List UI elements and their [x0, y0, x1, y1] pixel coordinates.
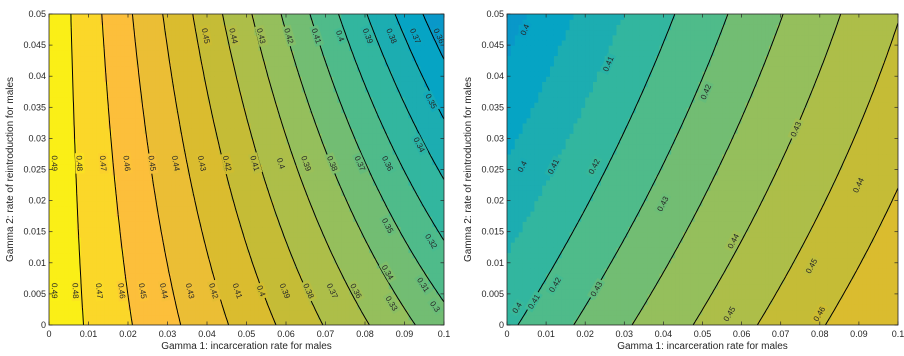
x-tick-label: 0.09	[850, 329, 868, 339]
x-tick-label: 0.02	[119, 329, 137, 339]
y-tick-label: 0.05	[486, 9, 504, 19]
x-tick-label: 0.04	[655, 329, 673, 339]
x-tick-label: 0.05	[238, 329, 256, 339]
y-axis-label: Gamma 2: rate of reintroduction for male…	[463, 77, 474, 262]
x-tick-label: 0.03	[616, 329, 634, 339]
x-tick-label: 0.05	[694, 329, 712, 339]
y-tick-label: 0.03	[28, 133, 46, 143]
y-tick-label: 0.025	[481, 165, 504, 175]
y-tick-label: 0.04	[28, 71, 46, 81]
x-tick-label: 0.01	[80, 329, 98, 339]
contour-label: 0.46	[121, 155, 132, 172]
contour-label: 0.47	[94, 283, 104, 300]
y-tick-label: 0.01	[486, 258, 504, 268]
y-tick-label: 0.015	[23, 227, 46, 237]
y-tick-label: 0.045	[23, 40, 46, 50]
y-tick-label: 0.02	[486, 196, 504, 206]
x-axis-label: Gamma 1: incarceration rate for males	[617, 341, 788, 351]
x-tick-label: 0	[504, 329, 509, 339]
y-tick-label: 0	[41, 320, 46, 330]
x-tick-label: 0.07	[317, 329, 335, 339]
x-tick-label: 0.1	[438, 329, 451, 339]
y-tick-label: 0.05	[28, 9, 46, 19]
y-tick-label: 0.01	[28, 258, 46, 268]
y-tick-label: 0.015	[481, 227, 504, 237]
x-axis-label: Gamma 1: incarceration rate for males	[161, 341, 332, 351]
contour-label: 0.49	[50, 283, 59, 299]
x-tick-label: 0.07	[772, 329, 790, 339]
y-tick-label: 0.035	[23, 102, 46, 112]
x-tick-label: 0.1	[892, 329, 904, 339]
y-tick-label: 0.005	[23, 289, 46, 299]
y-tick-label: 0.04	[486, 71, 504, 81]
y-tick-label: 0.005	[481, 289, 504, 299]
y-axis-label: Gamma 2: rate of reintroduction for male…	[5, 77, 16, 262]
contour-label: 0.47	[98, 155, 108, 172]
x-tick-label: 0.06	[733, 329, 751, 339]
x-tick-label: 0.08	[356, 329, 374, 339]
x-tick-label: 0.08	[811, 329, 829, 339]
x-tick-label: 0.06	[277, 329, 295, 339]
contour-label: 0.48	[71, 283, 81, 300]
x-tick-label: 0.03	[159, 329, 177, 339]
x-tick-label: 0.01	[537, 329, 555, 339]
y-tick-label: 0.025	[23, 165, 46, 175]
x-tick-label: 0.02	[576, 329, 594, 339]
y-tick-label: 0.035	[481, 102, 504, 112]
y-tick-label: 0.02	[28, 196, 46, 206]
y-tick-label: 0	[499, 320, 504, 330]
x-tick-label: 0	[46, 329, 51, 339]
x-tick-label: 0.09	[396, 329, 414, 339]
y-tick-label: 0.03	[486, 133, 504, 143]
y-tick-label: 0.045	[481, 40, 504, 50]
x-tick-label: 0.04	[198, 329, 216, 339]
contour-label: 0.48	[74, 155, 84, 171]
